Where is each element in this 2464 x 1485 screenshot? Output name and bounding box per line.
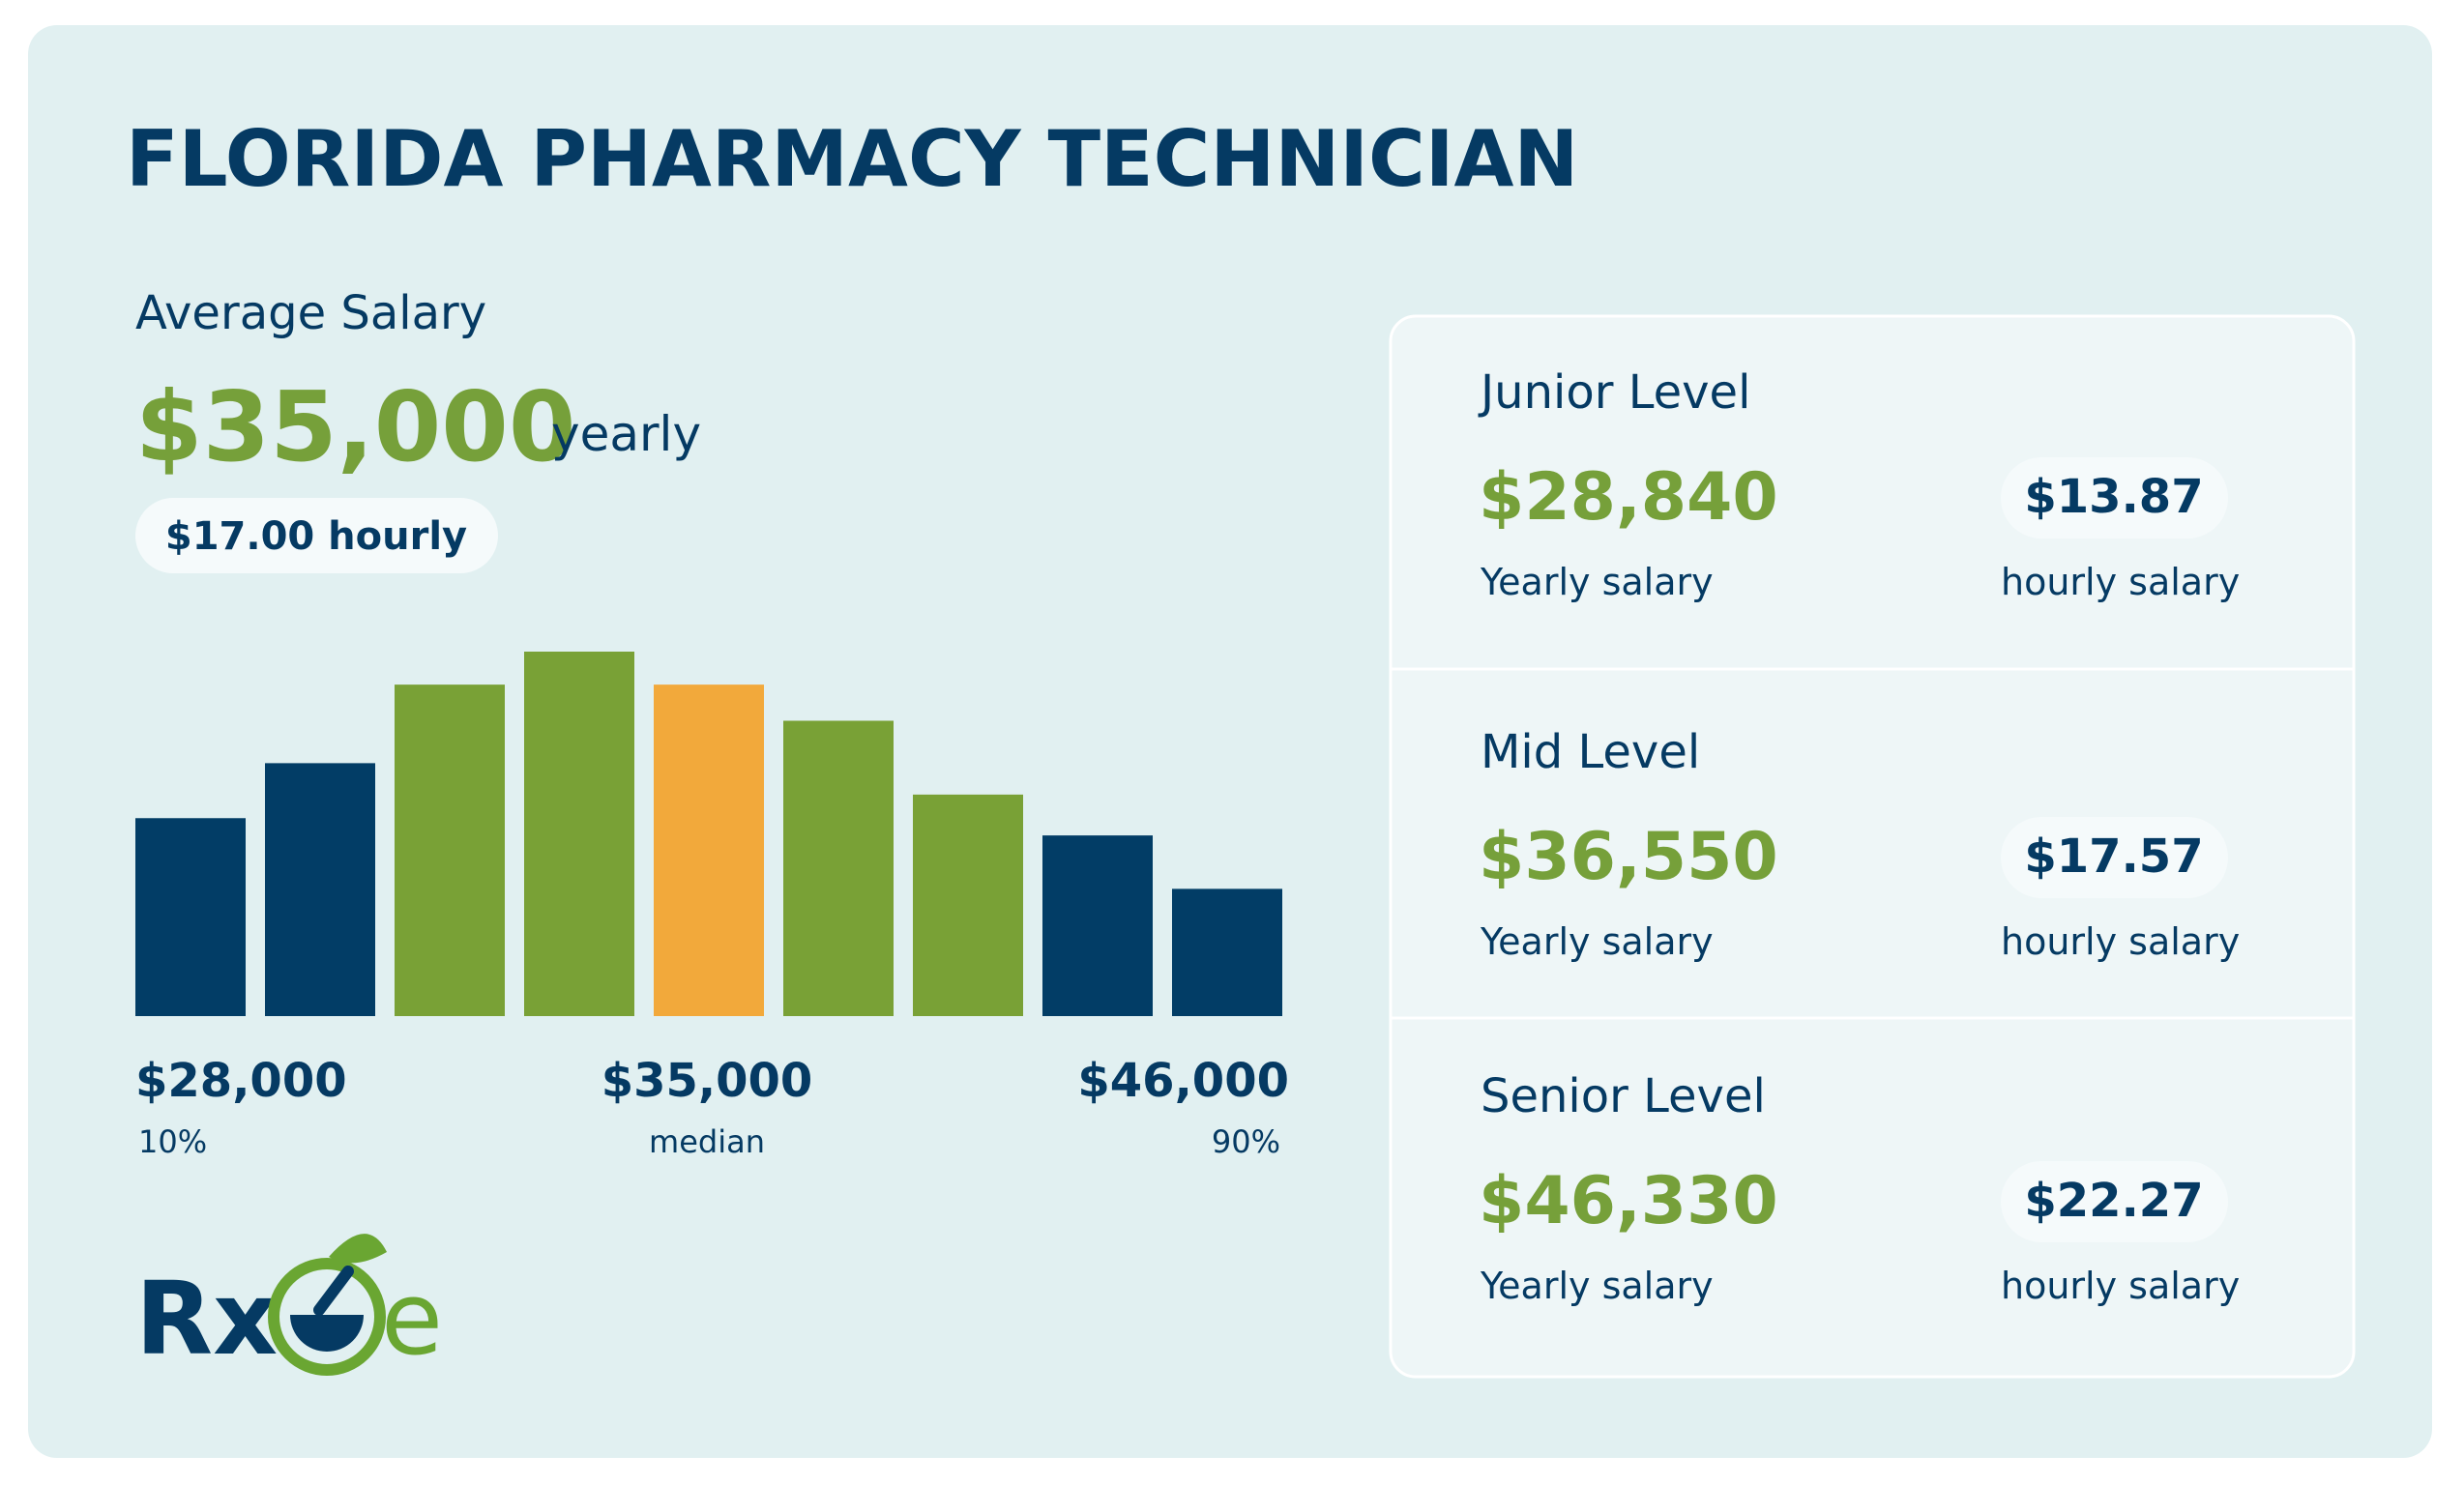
logo-text: e bbox=[381, 1260, 443, 1378]
marker-note: median bbox=[649, 1123, 765, 1160]
average-amount: $35,000 bbox=[135, 370, 575, 483]
average-label: Average Salary bbox=[135, 286, 486, 340]
bar bbox=[1042, 835, 1153, 1016]
level-hourly: $13.87 bbox=[2024, 470, 2203, 524]
bar bbox=[913, 794, 1023, 1016]
bar bbox=[654, 684, 764, 1016]
marker-amount: $35,000 bbox=[601, 1054, 813, 1108]
logo-text: Rx bbox=[135, 1260, 278, 1378]
average-period: yearly bbox=[551, 406, 701, 462]
level-name: Mid Level bbox=[1481, 725, 1700, 779]
level-yearly-label: Yearly salary bbox=[1480, 1265, 1714, 1307]
logo-mortar bbox=[290, 1315, 364, 1352]
hourly-pill bbox=[2001, 457, 2228, 539]
title: FLORIDA PHARMACY TECHNICIAN bbox=[126, 114, 1578, 204]
average-hourly: $17.00 hourly bbox=[165, 514, 467, 559]
levels-card bbox=[1389, 314, 2356, 1379]
marker-amount: $28,000 bbox=[135, 1054, 347, 1108]
level-hourly-label: hourly salary bbox=[2001, 561, 2240, 603]
level-hourly: $22.27 bbox=[2024, 1174, 2203, 1228]
level-yearly-label: Yearly salary bbox=[1480, 920, 1714, 963]
logo: Rx e bbox=[135, 1234, 443, 1378]
bar bbox=[783, 720, 894, 1016]
logo-leaf bbox=[329, 1234, 387, 1264]
level-hourly-label: hourly salary bbox=[2001, 920, 2240, 963]
level-yearly-label: Yearly salary bbox=[1480, 561, 1714, 603]
level-yearly: $36,550 bbox=[1479, 819, 1778, 895]
marker-amount: $46,000 bbox=[1077, 1054, 1289, 1108]
marker-note: 10% bbox=[138, 1123, 207, 1160]
bar bbox=[135, 818, 246, 1016]
level-name: Junior Level bbox=[1478, 365, 1750, 420]
bar bbox=[524, 652, 634, 1016]
level-name: Senior Level bbox=[1481, 1069, 1766, 1123]
level-hourly: $17.57 bbox=[2024, 830, 2203, 884]
logo-pestle bbox=[313, 1266, 354, 1316]
bar bbox=[265, 763, 375, 1016]
level-hourly-label: hourly salary bbox=[2001, 1265, 2240, 1307]
level-yearly: $46,330 bbox=[1479, 1163, 1778, 1239]
hourly-pill bbox=[135, 498, 498, 573]
logo-ring bbox=[268, 1258, 386, 1376]
bar bbox=[1172, 888, 1282, 1016]
hourly-pill bbox=[2001, 817, 2228, 898]
level-yearly: $28,840 bbox=[1479, 459, 1778, 536]
marker-note: 90% bbox=[1212, 1123, 1280, 1160]
hourly-pill bbox=[2001, 1161, 2228, 1242]
bar bbox=[395, 684, 505, 1016]
